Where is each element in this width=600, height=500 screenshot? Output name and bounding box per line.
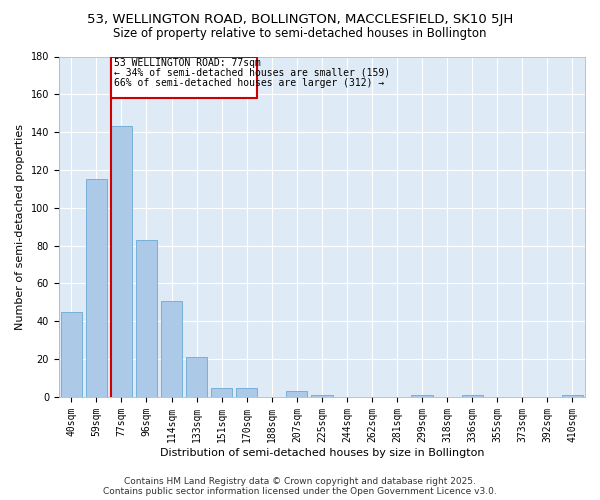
Bar xyxy=(111,126,132,397)
Bar xyxy=(286,392,307,397)
Text: 66% of semi-detached houses are larger (312) →: 66% of semi-detached houses are larger (… xyxy=(114,78,384,88)
Bar xyxy=(412,395,433,397)
Bar xyxy=(111,56,257,98)
Bar xyxy=(311,395,332,397)
Bar xyxy=(86,180,107,397)
Bar xyxy=(236,388,257,397)
Bar xyxy=(461,395,483,397)
Bar xyxy=(161,300,182,397)
Bar xyxy=(136,240,157,397)
Text: Contains HM Land Registry data © Crown copyright and database right 2025.
Contai: Contains HM Land Registry data © Crown c… xyxy=(103,476,497,496)
Y-axis label: Number of semi-detached properties: Number of semi-detached properties xyxy=(15,124,25,330)
X-axis label: Distribution of semi-detached houses by size in Bollington: Distribution of semi-detached houses by … xyxy=(160,448,484,458)
Bar xyxy=(562,395,583,397)
Bar xyxy=(186,358,207,397)
Text: 53, WELLINGTON ROAD, BOLLINGTON, MACCLESFIELD, SK10 5JH: 53, WELLINGTON ROAD, BOLLINGTON, MACCLES… xyxy=(87,12,513,26)
Bar xyxy=(61,312,82,397)
Text: 53 WELLINGTON ROAD: 77sqm: 53 WELLINGTON ROAD: 77sqm xyxy=(114,58,260,68)
Text: ← 34% of semi-detached houses are smaller (159): ← 34% of semi-detached houses are smalle… xyxy=(114,68,390,78)
Text: Size of property relative to semi-detached houses in Bollington: Size of property relative to semi-detach… xyxy=(113,28,487,40)
Bar xyxy=(211,388,232,397)
